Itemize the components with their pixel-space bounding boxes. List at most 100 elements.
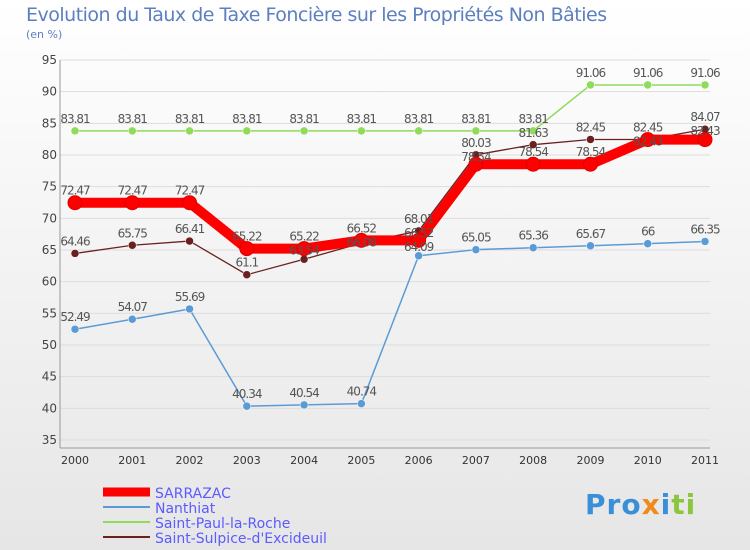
data-point [70,324,80,334]
data-label: 82.45 [633,120,663,134]
data-label: 68.01 [404,212,434,226]
x-tick-label: 2001 [118,454,146,467]
data-point [528,126,538,136]
data-label: 91.06 [633,66,663,80]
data-point [411,232,427,248]
x-tick-label: 2011 [691,454,719,467]
x-tick-label: 2004 [290,454,318,467]
y-tick-label: 80 [42,148,57,162]
data-label: 78.54 [576,145,606,159]
data-point [299,400,309,410]
x-tick-label: 2008 [519,454,547,467]
data-point [525,156,541,172]
data-point [700,80,710,90]
data-label: 65.36 [519,229,549,243]
data-point [528,243,538,252]
data-point [299,126,309,136]
data-label: 72.47 [60,184,90,198]
data-label: 80.03 [461,136,491,150]
data-label: 82.43 [633,134,663,148]
data-label: 64.09 [404,240,434,254]
data-label: 65.22 [232,230,262,244]
data-label: 82.43 [690,124,720,138]
data-point [528,140,538,149]
x-tick-label: 2006 [405,454,433,467]
y-tick-label: 40 [42,401,57,415]
data-point [128,126,137,136]
data-label: 83.81 [232,112,262,126]
data-point [697,132,713,148]
data-label: 83.81 [404,112,434,126]
data-point [586,241,595,251]
series-line [75,84,705,132]
data-point [242,270,252,279]
y-tick-label: 35 [42,433,57,447]
data-label: 83.81 [289,112,319,126]
data-label: 65.05 [461,231,491,245]
x-tick-label: 2005 [347,454,375,467]
data-label: 72.47 [175,184,205,198]
data-label: 40.74 [347,385,377,399]
x-tick-label: 2002 [176,454,204,467]
legend-label: Nanthiat [155,501,216,517]
data-point [182,195,198,211]
data-point [70,126,80,136]
data-label: 66.08 [347,235,377,249]
x-tick-label: 2000 [61,454,89,467]
data-label: 84.07 [690,110,720,124]
y-tick-label: 90 [42,85,57,99]
y-tick-label: 55 [42,306,57,320]
data-point [242,126,252,136]
data-label: 83.81 [461,112,491,126]
data-point [239,241,255,257]
data-label: 64.46 [60,234,90,248]
y-tick-label: 70 [42,211,57,225]
legend-label: SARRAZAC [155,486,231,502]
data-label: 91.06 [690,66,720,80]
data-point [128,314,137,324]
data-label: 83.81 [175,112,205,126]
y-tick-label: 85 [42,116,57,130]
series-line [74,240,706,407]
data-label: 55.69 [175,290,205,304]
data-point [640,132,656,148]
data-point [414,251,423,261]
y-tick-label: 95 [42,53,57,67]
data-label: 83.81 [118,112,148,126]
data-point [586,135,595,144]
data-point [128,241,137,250]
data-label: 83.81 [519,112,549,126]
data-label: 61.1 [235,256,258,270]
data-point [67,195,83,211]
y-tick-label: 45 [42,370,57,384]
data-label: 63.54 [289,244,319,258]
data-point [414,126,423,136]
data-point [185,304,194,314]
data-label: 52.49 [60,310,90,324]
data-label: 66.52 [347,221,377,235]
y-tick-label: 50 [42,338,57,352]
data-label: 40.54 [289,386,319,400]
y-axis-label: (en %) [26,28,63,41]
y-tick-label: 75 [42,180,57,194]
data-label: 66.35 [690,222,720,236]
x-tick-label: 2009 [576,454,604,467]
data-label: 91.06 [576,66,606,80]
data-point [643,239,652,248]
data-point [353,232,369,248]
legend-label: Saint-Paul-la-Roche [155,516,290,532]
data-label: 54.07 [118,300,148,314]
data-label: 83.81 [60,112,90,126]
data-label: 65.67 [576,227,606,241]
chart-title: Evolution du Taux de Taxe Foncière sur l… [26,4,607,26]
data-label: 82.45 [576,120,606,134]
proxiti-logo: Proxiti [585,488,697,521]
data-label: 78.54 [461,150,491,164]
data-label: 40.34 [232,387,262,401]
data-point [357,126,366,136]
data-point [468,156,484,172]
data-point [471,126,481,136]
data-label: 81.63 [519,126,549,140]
